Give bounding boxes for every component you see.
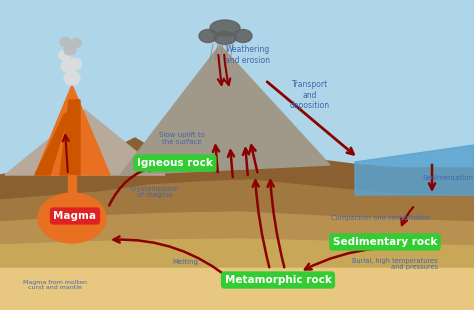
Ellipse shape (214, 32, 236, 45)
Polygon shape (35, 85, 110, 175)
FancyArrowPatch shape (253, 180, 269, 267)
Text: Burial, high temperatures
and pressures: Burial, high temperatures and pressures (352, 258, 438, 271)
FancyArrowPatch shape (63, 135, 69, 172)
Text: Compaction and cementation: Compaction and cementation (331, 215, 430, 221)
FancyArrowPatch shape (267, 82, 354, 154)
Ellipse shape (69, 59, 82, 69)
FancyArrowPatch shape (305, 248, 377, 269)
Text: Transport
and
deposition: Transport and deposition (290, 80, 330, 110)
FancyArrowPatch shape (218, 55, 224, 85)
Ellipse shape (71, 38, 82, 47)
FancyArrowPatch shape (429, 165, 435, 189)
Ellipse shape (59, 50, 71, 60)
FancyArrowPatch shape (224, 55, 230, 85)
Text: Magma from molten
curst and mantle: Magma from molten curst and mantle (23, 280, 87, 290)
FancyArrowPatch shape (114, 237, 233, 281)
Text: Slow uplift to
the surface: Slow uplift to the surface (159, 131, 205, 144)
Polygon shape (5, 110, 165, 175)
Text: Igneous rock: Igneous rock (137, 158, 213, 168)
Text: Melting: Melting (172, 259, 198, 265)
Text: Metamorphic rock: Metamorphic rock (225, 275, 331, 285)
Polygon shape (0, 239, 474, 310)
Polygon shape (355, 145, 474, 195)
Text: Magma: Magma (54, 211, 97, 221)
Text: Sedimentation: Sedimentation (422, 175, 474, 181)
Ellipse shape (210, 20, 240, 36)
Ellipse shape (234, 29, 252, 42)
Polygon shape (0, 180, 474, 310)
Ellipse shape (199, 29, 217, 42)
Polygon shape (0, 268, 474, 310)
Bar (0, 268, 474, 310)
FancyArrowPatch shape (250, 145, 257, 172)
Ellipse shape (60, 38, 70, 46)
Ellipse shape (38, 193, 106, 243)
Polygon shape (35, 110, 70, 175)
Polygon shape (0, 212, 474, 310)
Text: Weathering
and erosion: Weathering and erosion (226, 45, 271, 65)
Polygon shape (60, 100, 80, 175)
Polygon shape (0, 138, 474, 310)
FancyArrowPatch shape (228, 151, 234, 177)
FancyArrowPatch shape (109, 165, 155, 206)
Polygon shape (120, 45, 330, 175)
Text: Crystallization
of magma: Crystallization of magma (130, 185, 180, 198)
FancyArrowPatch shape (268, 180, 284, 267)
Polygon shape (68, 175, 76, 240)
Ellipse shape (64, 71, 80, 85)
Ellipse shape (61, 60, 75, 72)
Text: Sedimentary rock: Sedimentary rock (333, 237, 437, 247)
FancyArrowPatch shape (213, 146, 219, 172)
FancyArrowPatch shape (401, 207, 413, 225)
FancyArrowPatch shape (243, 148, 249, 175)
Ellipse shape (64, 45, 76, 55)
